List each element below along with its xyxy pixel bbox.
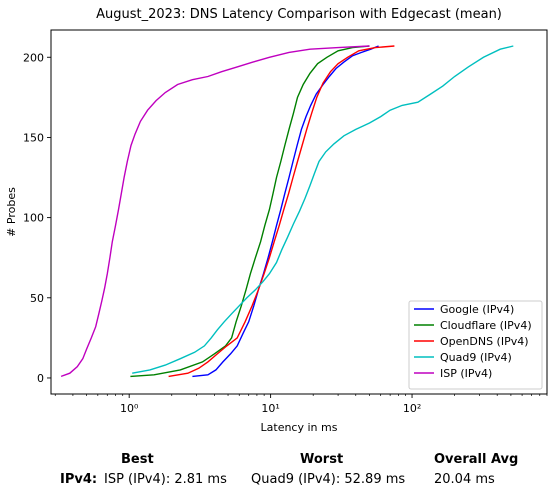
x-axis-label: Latency in ms — [261, 421, 338, 434]
legend-label-1: Cloudflare (IPv4) — [440, 319, 532, 332]
series-line-3 — [132, 45, 514, 374]
legend-label-3: Quad9 (IPv4) — [440, 351, 512, 364]
legend-box — [408, 300, 543, 390]
best-value: ISP (IPv4): 2.81 ms — [104, 472, 227, 487]
x-tick-label: 10² — [403, 402, 421, 415]
y-axis-label: # Probes — [5, 187, 18, 237]
series-line-1 — [130, 45, 370, 378]
legend-label-0: Google (IPv4) — [440, 303, 514, 316]
legend-label-2: OpenDNS (IPv4) — [440, 335, 529, 348]
series-line-0 — [192, 45, 379, 378]
best-header: Best — [121, 452, 154, 467]
overall-avg-header: Overall Avg — [434, 452, 519, 467]
latency-chart: August_2023: DNS Latency Comparison with… — [5, 7, 548, 434]
legend: Google (IPv4) Cloudflare (IPv4) OpenDNS (I… — [408, 300, 543, 390]
y-tick-label: 150 — [23, 131, 44, 144]
y-tick-label: 50 — [30, 292, 44, 305]
ipv4-row-label: IPv4: — [60, 472, 98, 487]
summary-table: Best Worst Overall Avg IPv4: ISP (IPv4):… — [0, 448, 555, 494]
overall-avg-value: 20.04 ms — [434, 472, 495, 487]
x-axis: 10⁰ 10¹ 10² — [54, 394, 548, 415]
plot-frame — [50, 29, 548, 395]
y-tick-label: 200 — [23, 51, 44, 64]
series-line-4 — [60, 45, 370, 378]
x-tick-label: 10⁰ — [120, 402, 139, 415]
x-tick-label: 10¹ — [261, 402, 279, 415]
chart-title: August_2023: DNS Latency Comparison with… — [96, 7, 502, 22]
legend-label-4: ISP (IPv4) — [440, 367, 492, 380]
series-line-2 — [168, 45, 395, 378]
y-tick-label: 0 — [37, 372, 44, 385]
y-tick-label: 100 — [23, 212, 44, 225]
y-axis: 0 50 100 150 200 — [23, 51, 51, 385]
worst-header: Worst — [300, 452, 344, 467]
series-layer — [60, 45, 514, 378]
worst-value: Quad9 (IPv4): 52.89 ms — [251, 472, 406, 487]
